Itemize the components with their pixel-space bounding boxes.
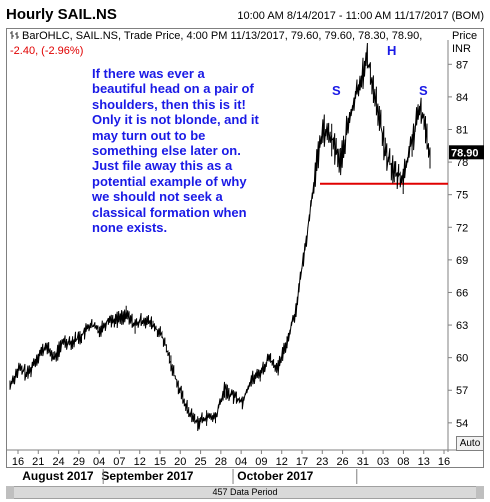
x-tick-label: 20 — [174, 456, 186, 468]
x-tick-label: 12 — [276, 456, 288, 468]
x-tick-label: 16 — [12, 456, 24, 468]
x-tick-label: 16 — [438, 456, 450, 468]
y-tick-label: 63 — [456, 320, 468, 332]
head-label: H — [387, 43, 397, 58]
x-tick-label: 31 — [357, 456, 369, 468]
price-axis-title-price: Price — [452, 30, 478, 42]
series-legend: BarOHLC, SAIL.NS, Trade Price, 4:00 PM 1… — [10, 30, 422, 42]
x-tick-label: 12 — [134, 456, 146, 468]
last-price-tag — [449, 145, 484, 160]
month-label: October 2017 — [237, 469, 313, 483]
x-tick-label: 24 — [52, 456, 64, 468]
y-tick-label: 57 — [456, 385, 468, 397]
x-tick-label: 25 — [194, 456, 206, 468]
y-tick-label: 84 — [456, 92, 468, 104]
x-tick-label: 28 — [215, 456, 227, 468]
x-tick-label: 21 — [32, 456, 44, 468]
scroll-left-handle[interactable] — [6, 486, 14, 499]
x-tick-label: 15 — [154, 456, 166, 468]
last-price-value: 78.90 — [451, 147, 479, 159]
x-tick-label: 04 — [93, 456, 105, 468]
x-tick-label: 09 — [255, 456, 267, 468]
y-tick-label: 60 — [456, 353, 468, 365]
price-series — [9, 42, 431, 431]
x-tick-label: 26 — [336, 456, 348, 468]
x-tick-label: 17 — [296, 456, 308, 468]
x-tick-label: 29 — [73, 456, 85, 468]
price-axis-title: Price INR — [452, 30, 477, 56]
y-tick-label: 66 — [456, 287, 468, 299]
chart-title: Hourly SAIL.NS — [6, 6, 117, 23]
legend-values: BarOHLC, SAIL.NS, Trade Price, 4:00 PM 1… — [22, 30, 423, 42]
y-tick-label: 78 — [456, 157, 468, 169]
y-tick-label: 81 — [456, 124, 468, 136]
left-shoulder-label: S — [332, 83, 341, 98]
x-tick-label: 08 — [397, 456, 409, 468]
y-tick-label: 69 — [456, 255, 468, 267]
x-tick-label: 03 — [377, 456, 389, 468]
y-tick-label: 75 — [456, 190, 468, 202]
legend-change: -2.40, (-2.96%) — [10, 45, 84, 57]
x-tick-label: 13 — [418, 456, 430, 468]
y-tick-label: 54 — [456, 418, 468, 430]
month-label: August 2017 — [22, 469, 94, 483]
scroll-right-handle[interactable] — [476, 486, 484, 499]
date-range: 10:00 AM 8/14/2017 - 11:00 AM 11/17/2017… — [237, 10, 484, 22]
ohlc-bar-icon — [10, 30, 20, 40]
price-axis-title-currency: INR — [452, 43, 471, 55]
data-period-bar[interactable]: 457 Data Period — [6, 486, 484, 499]
chart-frame — [6, 28, 484, 468]
right-shoulder-label: S — [419, 83, 428, 98]
x-tick-label: 07 — [113, 456, 125, 468]
y-tick-label: 72 — [456, 222, 468, 234]
x-tick-label: 04 — [235, 456, 247, 468]
month-label: September 2017 — [101, 469, 193, 483]
annotation-text: If there was ever a beautiful head on a … — [92, 66, 259, 236]
y-tick-label: 87 — [456, 59, 468, 71]
x-tick-label: 23 — [316, 456, 328, 468]
auto-scale-button[interactable]: Auto — [456, 436, 484, 451]
